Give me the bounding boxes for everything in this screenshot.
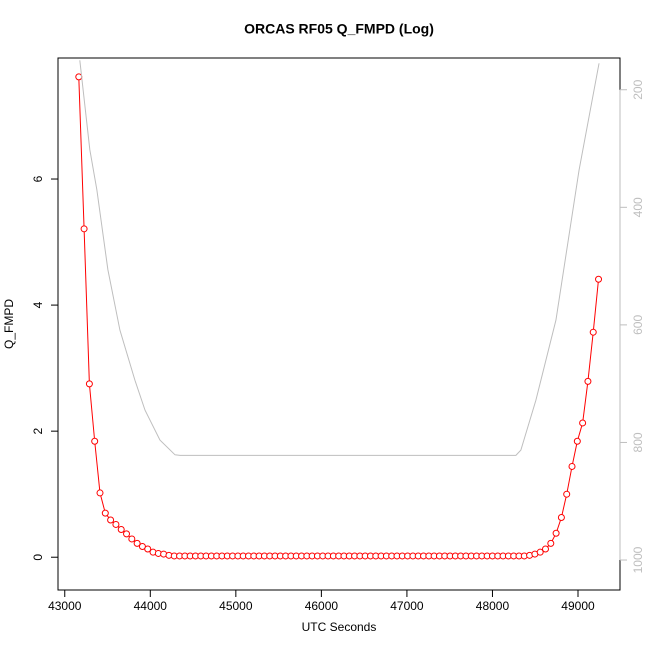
point	[85, 380, 93, 388]
x-tick-label: 44000	[134, 599, 168, 613]
y2-tick-label: 200	[631, 79, 645, 99]
point	[123, 530, 131, 538]
x-tick-label: 49000	[561, 599, 595, 613]
plot-area	[75, 60, 603, 560]
x-tick-label: 48000	[476, 599, 510, 613]
point	[112, 520, 120, 528]
y-tick-label: 0	[31, 554, 45, 561]
y-axis-label: Q_FMPD	[2, 299, 16, 349]
point	[117, 525, 125, 533]
point	[563, 490, 571, 498]
point	[595, 275, 603, 283]
point	[568, 462, 576, 470]
x-tick-label: 45000	[219, 599, 253, 613]
x-axis-label: UTC Seconds	[302, 620, 377, 634]
x-tick-label: 47000	[390, 599, 424, 613]
point	[133, 539, 141, 547]
y-tick-label: 6	[31, 175, 45, 182]
x-tick-label: 46000	[305, 599, 339, 613]
point	[547, 539, 555, 547]
y-tick-label: 2	[31, 428, 45, 435]
chart-title: ORCAS RF05 Q_FMPD (Log)	[244, 21, 434, 37]
point	[128, 535, 136, 543]
point	[144, 545, 152, 553]
series-line	[79, 60, 600, 456]
point	[101, 509, 109, 517]
y-tick-label: 4	[31, 301, 45, 308]
point	[573, 437, 581, 445]
y2-tick-label: 800	[631, 432, 645, 452]
y2-tick-label: 600	[631, 315, 645, 335]
point	[579, 419, 587, 427]
point	[80, 225, 88, 233]
point	[552, 529, 560, 537]
point	[584, 377, 592, 385]
point	[536, 548, 544, 556]
y2-tick-label: 400	[631, 197, 645, 217]
y2-tick-label: 1000	[631, 546, 645, 573]
x-tick-label: 43000	[48, 599, 82, 613]
point	[91, 437, 99, 445]
point	[541, 545, 549, 553]
point	[107, 516, 115, 524]
point	[96, 489, 104, 497]
point	[75, 73, 83, 81]
point	[557, 514, 565, 522]
point	[589, 328, 597, 336]
